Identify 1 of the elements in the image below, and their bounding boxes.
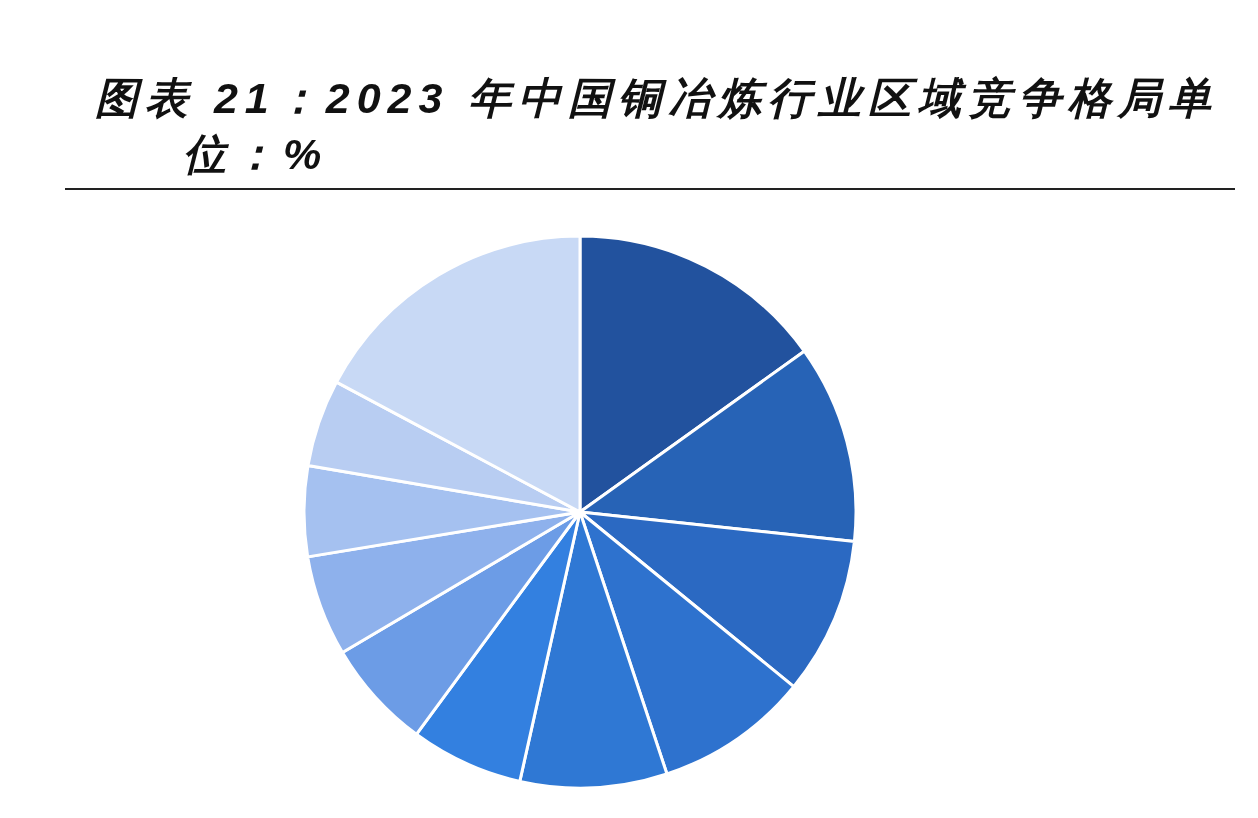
title: 图表 21：2023 年中国铜冶炼行业区域竞争格局单位：% <box>95 73 1220 180</box>
